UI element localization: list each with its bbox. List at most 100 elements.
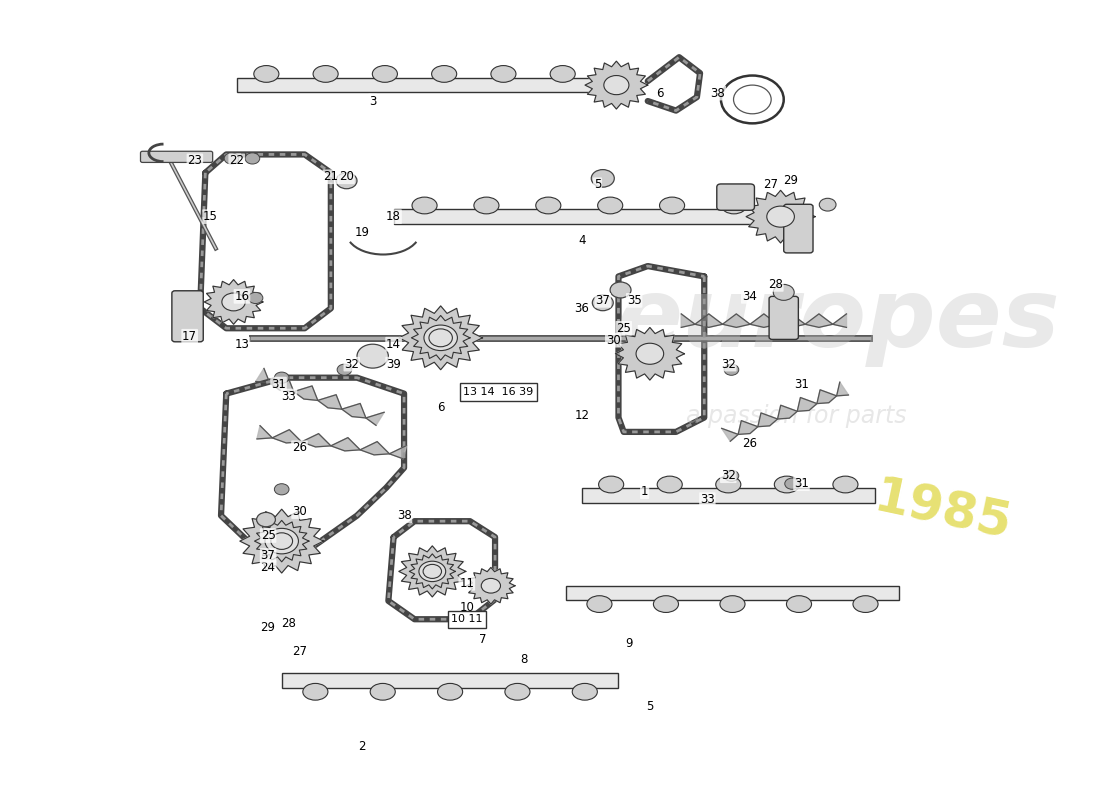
Text: 13 14  16 39: 13 14 16 39	[463, 387, 534, 397]
Text: 28: 28	[768, 278, 783, 291]
Text: 31: 31	[271, 378, 286, 390]
Polygon shape	[466, 567, 515, 604]
FancyBboxPatch shape	[717, 184, 755, 210]
Ellipse shape	[719, 596, 745, 613]
Text: 25: 25	[261, 529, 275, 542]
Text: 19: 19	[354, 226, 370, 239]
Circle shape	[274, 484, 289, 495]
Text: 15: 15	[204, 210, 218, 223]
Circle shape	[419, 561, 446, 582]
Circle shape	[592, 294, 613, 310]
Ellipse shape	[597, 197, 623, 214]
Text: 27: 27	[762, 178, 778, 191]
Text: 22: 22	[229, 154, 244, 167]
Ellipse shape	[852, 596, 878, 613]
Text: 23: 23	[187, 154, 202, 167]
Text: 27: 27	[292, 645, 307, 658]
Polygon shape	[240, 510, 323, 573]
Text: 30: 30	[606, 334, 620, 346]
FancyBboxPatch shape	[141, 151, 212, 162]
Ellipse shape	[302, 683, 328, 700]
Text: 29: 29	[783, 174, 799, 187]
Polygon shape	[399, 546, 465, 597]
Ellipse shape	[536, 197, 561, 214]
Text: 5: 5	[646, 701, 653, 714]
Text: 8: 8	[520, 653, 528, 666]
Text: 2: 2	[359, 740, 366, 754]
Text: 26: 26	[741, 438, 757, 450]
Ellipse shape	[254, 66, 279, 82]
Text: 28: 28	[282, 617, 297, 630]
Polygon shape	[255, 369, 384, 426]
Text: 26: 26	[292, 442, 307, 454]
Text: 35: 35	[627, 294, 641, 307]
Polygon shape	[254, 520, 309, 562]
Circle shape	[820, 198, 836, 211]
Text: 38: 38	[397, 509, 411, 522]
Ellipse shape	[412, 197, 437, 214]
Circle shape	[424, 325, 458, 350]
Circle shape	[636, 343, 663, 364]
Text: 33: 33	[700, 493, 715, 506]
Bar	[566, 586, 899, 600]
Text: 12: 12	[574, 410, 590, 422]
Circle shape	[256, 513, 275, 526]
Circle shape	[724, 364, 739, 375]
Ellipse shape	[314, 66, 338, 82]
Text: 20: 20	[339, 170, 354, 183]
Text: 1: 1	[641, 485, 648, 498]
Circle shape	[424, 564, 441, 578]
Ellipse shape	[431, 66, 456, 82]
Text: 10: 10	[460, 601, 474, 614]
Text: 6: 6	[437, 402, 444, 414]
Text: 18: 18	[386, 210, 402, 223]
Text: 38: 38	[711, 86, 725, 99]
Text: 31: 31	[794, 478, 808, 490]
Text: 39: 39	[386, 358, 402, 370]
Circle shape	[274, 372, 289, 383]
Text: 32: 32	[344, 358, 360, 370]
Polygon shape	[746, 190, 815, 243]
Ellipse shape	[438, 683, 463, 700]
Ellipse shape	[657, 476, 682, 493]
Circle shape	[222, 293, 245, 311]
Text: 14: 14	[386, 338, 402, 350]
Text: 24: 24	[261, 561, 276, 574]
Text: 34: 34	[741, 290, 757, 303]
Text: 33: 33	[282, 390, 296, 402]
Ellipse shape	[371, 683, 395, 700]
Polygon shape	[399, 306, 483, 370]
Circle shape	[429, 329, 452, 346]
Circle shape	[724, 470, 739, 482]
Circle shape	[224, 153, 239, 164]
Text: 10 11: 10 11	[451, 614, 483, 624]
Text: 6: 6	[657, 86, 664, 99]
Ellipse shape	[491, 66, 516, 82]
Polygon shape	[411, 315, 470, 360]
Circle shape	[773, 285, 794, 300]
Text: 37: 37	[261, 549, 275, 562]
Ellipse shape	[587, 596, 612, 613]
Circle shape	[249, 292, 263, 303]
Polygon shape	[409, 554, 455, 589]
Circle shape	[271, 533, 293, 550]
Text: 37: 37	[595, 294, 610, 307]
Circle shape	[245, 153, 260, 164]
Bar	[236, 78, 592, 92]
Ellipse shape	[474, 197, 499, 214]
Text: 7: 7	[478, 633, 486, 646]
Ellipse shape	[550, 66, 575, 82]
Text: 36: 36	[574, 302, 590, 315]
Text: 16: 16	[234, 290, 250, 303]
Text: 31: 31	[794, 378, 808, 390]
Circle shape	[767, 206, 794, 227]
Text: 29: 29	[261, 621, 276, 634]
Text: 5: 5	[594, 178, 602, 191]
Ellipse shape	[660, 197, 684, 214]
Circle shape	[265, 528, 298, 554]
FancyBboxPatch shape	[172, 290, 204, 342]
Text: 9: 9	[625, 637, 632, 650]
Polygon shape	[585, 61, 648, 109]
Text: 13: 13	[234, 338, 250, 350]
FancyBboxPatch shape	[783, 204, 813, 253]
